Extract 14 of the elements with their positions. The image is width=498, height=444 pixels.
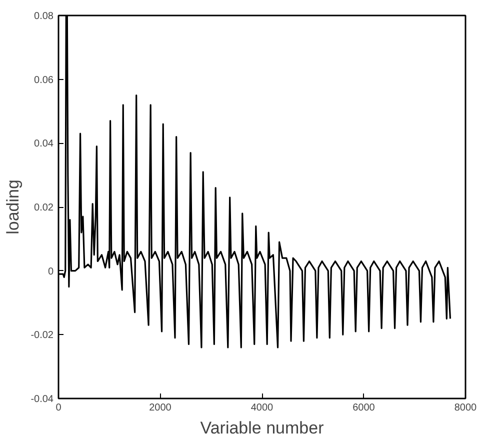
y-tick-label: 0.04 [34, 138, 54, 150]
y-tick-label: 0 [48, 266, 54, 278]
y-tick-label: -0.04 [30, 394, 54, 405]
y-tick-label: 0.02 [34, 202, 54, 214]
x-tick-label: 6000 [352, 402, 376, 414]
x-tick-label: 4000 [250, 402, 274, 414]
x-tick-label: 8000 [454, 402, 478, 414]
y-tick-label: 0.06 [34, 74, 54, 86]
y-tick-label: -0.02 [30, 330, 54, 342]
x-tick-label: 0 [56, 402, 62, 414]
y-tick-label: 0.08 [34, 11, 54, 22]
x-axis-title: Variable number [200, 418, 324, 438]
x-tick-label: 2000 [149, 402, 172, 414]
y-axis-title: loading [4, 180, 23, 234]
